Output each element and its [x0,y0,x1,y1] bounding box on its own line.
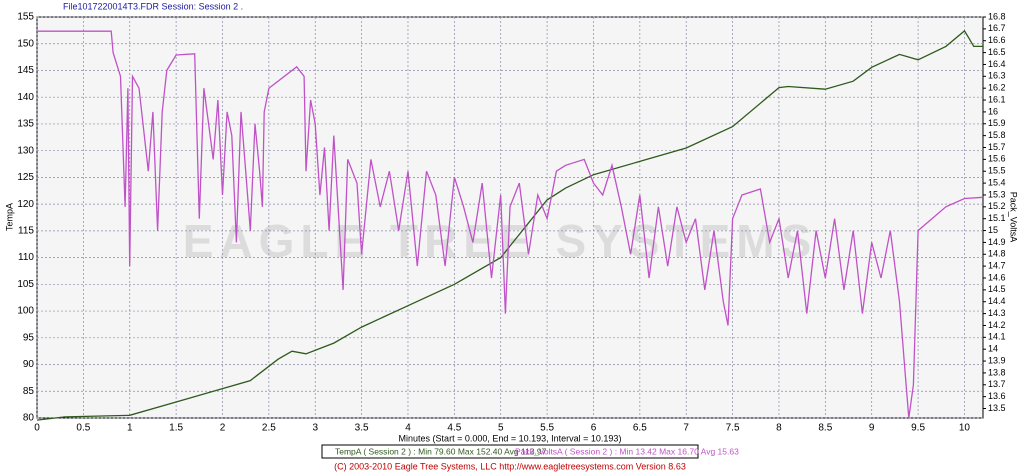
y-tick-label: 85 [23,386,35,397]
y-tick-label: 80 [23,413,35,424]
x-tick-label: 1.5 [169,423,183,434]
y2-tick-label: 15.7 [988,142,1006,152]
y2-tick-label: 15.2 [988,201,1006,211]
watermark: EAGLE TREE SYSTEMS [183,215,818,267]
x-tick-label: 8 [776,423,782,434]
footer: (C) 2003-2010 Eagle Tree Systems, LLC ht… [334,461,686,471]
y2-tick-label: 15.5 [988,166,1006,176]
y-tick-label: 135 [17,119,34,130]
y2-tick-label: 15.4 [988,177,1006,187]
x-tick-label: 6 [591,423,597,434]
y-tick-label: 130 [17,145,34,156]
legend-entry: TempA ( Session 2 ) : Min 79.60 Max 152.… [335,446,547,456]
y2-tick-label: 15.8 [988,130,1006,140]
x-tick-label: 7 [683,423,689,434]
y-tick-label: 155 [17,12,34,23]
y2-tick-label: 14.7 [988,261,1006,271]
x-tick-label: 4.5 [447,423,461,434]
y2-tick-label: 15.1 [988,213,1006,223]
y2-tick-label: 14.2 [988,320,1006,330]
y-tick-label: 140 [17,92,34,103]
chart-title: File1017220014T3.FDR Session: Session 2 … [63,1,243,11]
x-tick-label: 0.5 [76,423,90,434]
y-tick-label: 100 [17,306,34,317]
x-tick-label: 8.5 [818,423,832,434]
y2-tick-label: 14.9 [988,237,1006,247]
y2-tick-label: 14.4 [988,296,1006,306]
legend-box [321,444,699,459]
y2-tick-label: 16.5 [988,47,1006,57]
x-axis-label: Minutes (Start = 0.000, End = 10.193, In… [399,433,622,443]
x-tick-label: 6.5 [633,423,647,434]
x-tick-label: 5 [498,423,504,434]
x-tick-label: 9.5 [911,423,925,434]
x-tick-label: 0 [34,423,40,434]
x-tick-label: 2.5 [262,423,276,434]
x-tick-label: 3 [312,423,318,434]
x-tick-label: 3.5 [355,423,369,434]
series-line [37,30,984,419]
y-tick-label: 145 [17,65,34,76]
x-tick-label: 5.5 [540,423,554,434]
y2-tick-label: 14 [988,344,998,354]
y-tick-label: 150 [17,38,34,49]
y2-tick-label: 13.9 [988,355,1006,365]
y2-tick-label: 14.8 [988,249,1006,259]
series-line [36,29,983,421]
y2-tick-label: 15.6 [988,154,1006,164]
y2-tick-label: 16.7 [988,23,1006,33]
y-tick-label: 120 [17,199,34,210]
y2-tick-label: 13.6 [988,391,1006,401]
y2-tick-label: 15.3 [988,189,1006,199]
x-tick-label: 4 [405,423,411,434]
x-tick-label: 1 [127,423,133,434]
y-tick-label: 110 [18,252,34,263]
y2-tick-label: 13.8 [988,367,1006,377]
y2-tick-label: 16.4 [988,59,1006,69]
y2-tick-label: 16 [988,106,998,116]
y2-axis-label: Pack_VoltsA [1009,192,1019,243]
y2-tick-label: 14.1 [988,332,1006,342]
y2-tick-label: 14.3 [988,308,1006,318]
y2-tick-label: 13.7 [988,379,1006,389]
y2-tick-label: 15 [988,225,998,235]
y2-tick-label: 16.6 [988,35,1006,45]
y2-tick-label: 14.6 [988,272,1006,282]
y-axis-label: TempA [4,203,14,231]
y2-tick-label: 14.5 [988,284,1006,294]
y-tick-label: 115 [18,226,34,237]
x-tick-label: 10 [959,423,971,434]
y-tick-label: 90 [23,359,35,370]
y2-tick-label: 16.1 [988,94,1006,104]
y2-tick-label: 16.2 [988,83,1006,93]
y-tick-label: 105 [17,279,34,290]
x-tick-label: 9 [869,423,875,434]
y-tick-label: 95 [23,332,35,343]
y2-tick-label: 15.9 [988,118,1006,128]
y2-tick-label: 16.3 [988,71,1006,81]
legend-entry: Pack_VoltsA ( Session 2 ) : Min 13.42 Ma… [515,446,739,456]
x-tick-label: 7.5 [726,423,740,434]
x-tick-label: 2 [220,423,226,434]
y-tick-label: 125 [17,172,34,183]
y2-tick-label: 16.8 [988,11,1006,21]
y2-tick-label: 13.5 [988,403,1006,413]
